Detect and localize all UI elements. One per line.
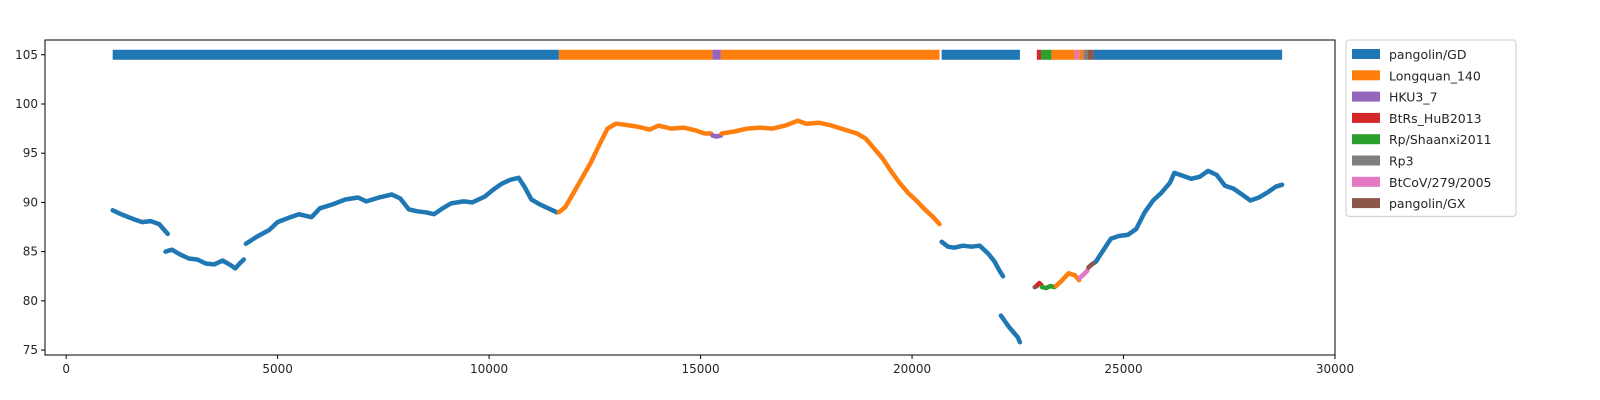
legend-label: Rp/Shaanxi2011 bbox=[1389, 132, 1492, 147]
y-tick-label: 100 bbox=[15, 97, 38, 111]
curve-segment bbox=[939, 239, 1006, 279]
legend-label: HKU3_7 bbox=[1389, 90, 1438, 105]
top-bar-segment bbox=[1087, 49, 1094, 60]
curve-segment bbox=[1086, 260, 1098, 270]
top-bar-segment bbox=[1074, 49, 1080, 60]
identity-curves bbox=[110, 118, 1285, 345]
curve-segment bbox=[1053, 271, 1082, 289]
x-axis: 0 5000 10000 15000 20000 25000 30000 bbox=[62, 355, 1354, 376]
top-bar-segment bbox=[1036, 49, 1042, 60]
curve-segment bbox=[163, 247, 247, 271]
legend-label: BtCoV/279/2005 bbox=[1389, 175, 1492, 190]
legend-swatch bbox=[1352, 198, 1380, 209]
legend-swatch bbox=[1352, 155, 1380, 166]
top-bar bbox=[112, 49, 1283, 60]
y-tick-label: 105 bbox=[15, 48, 38, 62]
curve-segment bbox=[556, 121, 714, 215]
legend-label: pangolin/GX bbox=[1389, 196, 1466, 211]
top-bar-segment bbox=[941, 49, 1020, 60]
curve-segment bbox=[243, 175, 560, 247]
curve-segment bbox=[1034, 280, 1044, 288]
x-tick-label: 20000 bbox=[893, 362, 931, 376]
legend-swatch bbox=[1352, 134, 1380, 145]
x-tick-label: 25000 bbox=[1104, 362, 1142, 376]
top-bar-segment bbox=[1093, 49, 1283, 60]
curve-segment bbox=[998, 313, 1023, 345]
y-tick-label: 95 bbox=[23, 146, 38, 160]
curve-segment bbox=[719, 118, 942, 227]
top-bar-segment bbox=[1079, 49, 1084, 60]
y-tick-label: 90 bbox=[23, 195, 38, 209]
curve-segment bbox=[110, 208, 170, 237]
x-tick-label: 5000 bbox=[262, 362, 293, 376]
legend-swatch bbox=[1352, 112, 1380, 123]
y-axis: 75 80 85 90 95 100 105 bbox=[15, 48, 45, 357]
curve-segment bbox=[1093, 168, 1285, 264]
plot-frame bbox=[44, 39, 1336, 356]
top-bar-segment bbox=[558, 49, 713, 60]
curve-segment bbox=[710, 133, 724, 139]
legend-label: BtRs_HuB2013 bbox=[1389, 111, 1482, 126]
curve-segment bbox=[1039, 283, 1057, 291]
y-tick-label: 80 bbox=[23, 294, 38, 308]
top-bar-segment bbox=[720, 49, 940, 60]
legend-label: Longquan_140 bbox=[1389, 68, 1481, 83]
top-bar-segment bbox=[712, 49, 721, 60]
curve-segment bbox=[1077, 268, 1090, 281]
top-bar-segment bbox=[112, 49, 559, 60]
legend: pangolin/GD Longquan_140 HKU3_7 BtRs_HuB201… bbox=[1345, 39, 1517, 217]
top-bar-segment bbox=[1083, 49, 1088, 60]
legend-swatch bbox=[1352, 70, 1380, 81]
x-tick-label: 10000 bbox=[470, 362, 508, 376]
top-bar-segment bbox=[1041, 49, 1052, 60]
top-bar-segment bbox=[1051, 49, 1075, 60]
legend-label: pangolin/GD bbox=[1389, 47, 1467, 62]
x-tick-label: 15000 bbox=[681, 362, 719, 376]
y-tick-label: 75 bbox=[23, 343, 38, 357]
legend-swatch bbox=[1352, 176, 1380, 187]
legend-swatch bbox=[1352, 91, 1380, 102]
y-tick-label: 85 bbox=[23, 245, 38, 259]
legend-swatch bbox=[1352, 49, 1380, 59]
legend-frame bbox=[1345, 39, 1517, 217]
x-tick-label: 30000 bbox=[1316, 362, 1354, 376]
x-tick-label: 0 bbox=[62, 362, 70, 376]
legend-label: Rp3 bbox=[1389, 154, 1414, 169]
